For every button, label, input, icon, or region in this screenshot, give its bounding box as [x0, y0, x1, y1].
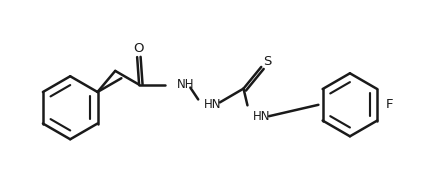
Text: S: S [263, 54, 271, 68]
Text: O: O [133, 42, 143, 55]
Text: HN: HN [254, 110, 271, 123]
Text: F: F [386, 98, 393, 111]
Text: NH: NH [177, 78, 194, 91]
Text: HN: HN [204, 98, 222, 111]
